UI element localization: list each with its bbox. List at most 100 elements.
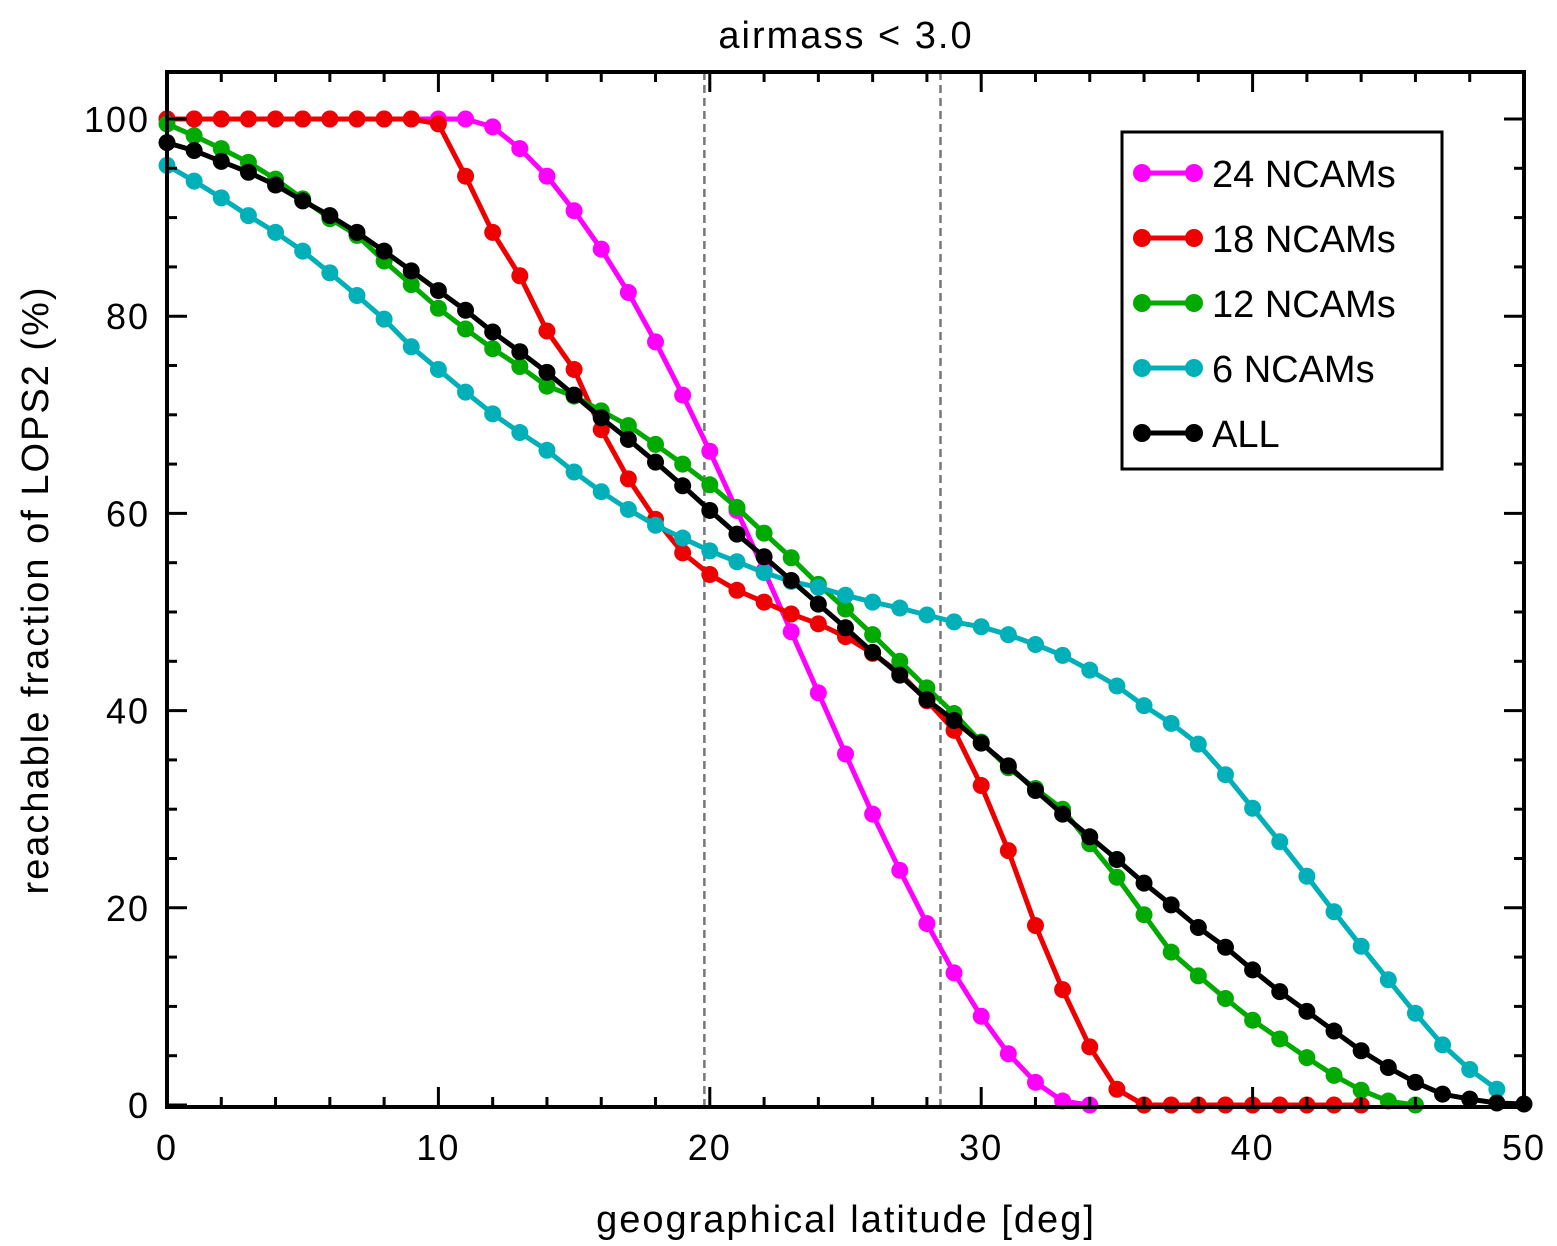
data-point <box>1379 971 1397 989</box>
data-point <box>1162 714 1180 732</box>
data-point <box>592 409 610 427</box>
series-6-ncams <box>158 156 1506 1098</box>
data-point <box>782 605 800 623</box>
data-point <box>1244 1011 1262 1029</box>
data-point <box>1026 1073 1044 1091</box>
plot-frame <box>165 70 1526 1109</box>
legend-label: 18 NCAMs <box>1212 219 1396 261</box>
data-point <box>267 176 285 194</box>
data-point <box>782 549 800 567</box>
data-point <box>538 363 556 381</box>
data-point <box>511 140 529 158</box>
data-point <box>918 606 936 624</box>
data-point <box>429 299 447 317</box>
data-point <box>1189 919 1207 937</box>
y-tick-label: 20 <box>106 888 150 929</box>
legend-marker <box>1185 229 1203 247</box>
data-point <box>457 320 475 338</box>
data-point <box>1352 937 1370 955</box>
y-tick-label: 60 <box>106 493 150 534</box>
legend-label: 24 NCAMs <box>1212 154 1396 196</box>
legend-item-6-ncams: 6 NCAMs <box>1133 349 1375 391</box>
data-point <box>837 619 854 637</box>
data-point <box>1026 781 1044 799</box>
data-point <box>1298 867 1316 885</box>
data-point <box>1325 903 1343 921</box>
data-point <box>674 455 692 473</box>
legend-marker <box>1185 164 1203 182</box>
data-point <box>999 626 1017 644</box>
data-point <box>348 286 366 304</box>
legend-marker <box>1185 359 1203 377</box>
data-point <box>429 360 447 378</box>
data-point <box>321 110 339 128</box>
data-point <box>538 322 556 340</box>
data-point <box>1054 981 1072 999</box>
legend-label: ALL <box>1212 414 1280 456</box>
legend-item-18-ncams: 18 NCAMs <box>1133 219 1396 261</box>
data-point <box>375 242 393 260</box>
legend-marker <box>1185 294 1203 312</box>
data-point <box>375 310 393 328</box>
data-point <box>511 267 529 285</box>
data-point <box>457 167 475 185</box>
data-point <box>484 223 502 241</box>
data-point <box>1352 1042 1370 1060</box>
data-point <box>647 435 665 453</box>
data-point <box>1054 805 1072 823</box>
data-point <box>891 666 909 684</box>
data-point <box>511 357 529 375</box>
data-point <box>864 593 882 611</box>
data-point <box>402 338 420 356</box>
legend: 24 NCAMs 18 NCAMs 12 NCAMs 6 NCAMs ALL <box>1120 130 1444 471</box>
data-point <box>809 684 827 702</box>
data-point <box>999 1045 1017 1063</box>
data-point <box>782 623 800 641</box>
x-tick-label: 10 <box>416 1127 460 1168</box>
data-point <box>1461 1061 1479 1079</box>
data-point <box>619 470 637 488</box>
x-tick-label: 30 <box>959 1127 1003 1168</box>
data-point <box>1081 661 1099 679</box>
data-point <box>1434 1036 1452 1054</box>
data-point <box>1108 1080 1126 1098</box>
legend-label: 6 NCAMs <box>1212 349 1375 391</box>
data-point <box>891 652 909 670</box>
legend-item-24-ncams: 24 NCAMs <box>1133 154 1396 196</box>
data-point <box>592 483 610 501</box>
data-point <box>837 586 854 604</box>
data-point <box>674 477 692 495</box>
data-point <box>294 192 312 210</box>
data-point <box>809 578 827 596</box>
data-point <box>212 189 230 207</box>
data-point <box>728 525 746 543</box>
series-line <box>167 116 1091 1108</box>
data-point <box>945 711 963 729</box>
data-point <box>185 142 203 160</box>
data-point <box>1189 967 1207 985</box>
data-point <box>538 377 556 395</box>
data-point <box>728 553 746 571</box>
data-point <box>321 264 339 282</box>
data-point <box>647 453 665 471</box>
data-point <box>1135 874 1153 892</box>
data-point <box>1081 1038 1099 1056</box>
data-point <box>945 613 963 631</box>
data-point <box>647 516 665 534</box>
legend-item-12-ncams: 12 NCAMs <box>1133 284 1396 326</box>
legend-marker <box>1133 294 1151 312</box>
legend-marker <box>1185 424 1203 442</box>
data-point <box>701 566 719 584</box>
data-point <box>511 424 529 442</box>
data-point <box>294 110 312 128</box>
data-point <box>728 581 746 599</box>
legend-label: 12 NCAMs <box>1212 284 1396 326</box>
y-tick-label: 40 <box>106 691 150 732</box>
data-point <box>1026 917 1044 935</box>
data-point <box>212 110 230 128</box>
data-point <box>538 167 556 185</box>
data-point <box>1054 646 1072 664</box>
data-point <box>1216 766 1234 784</box>
data-point <box>837 745 854 763</box>
data-point <box>267 110 285 128</box>
